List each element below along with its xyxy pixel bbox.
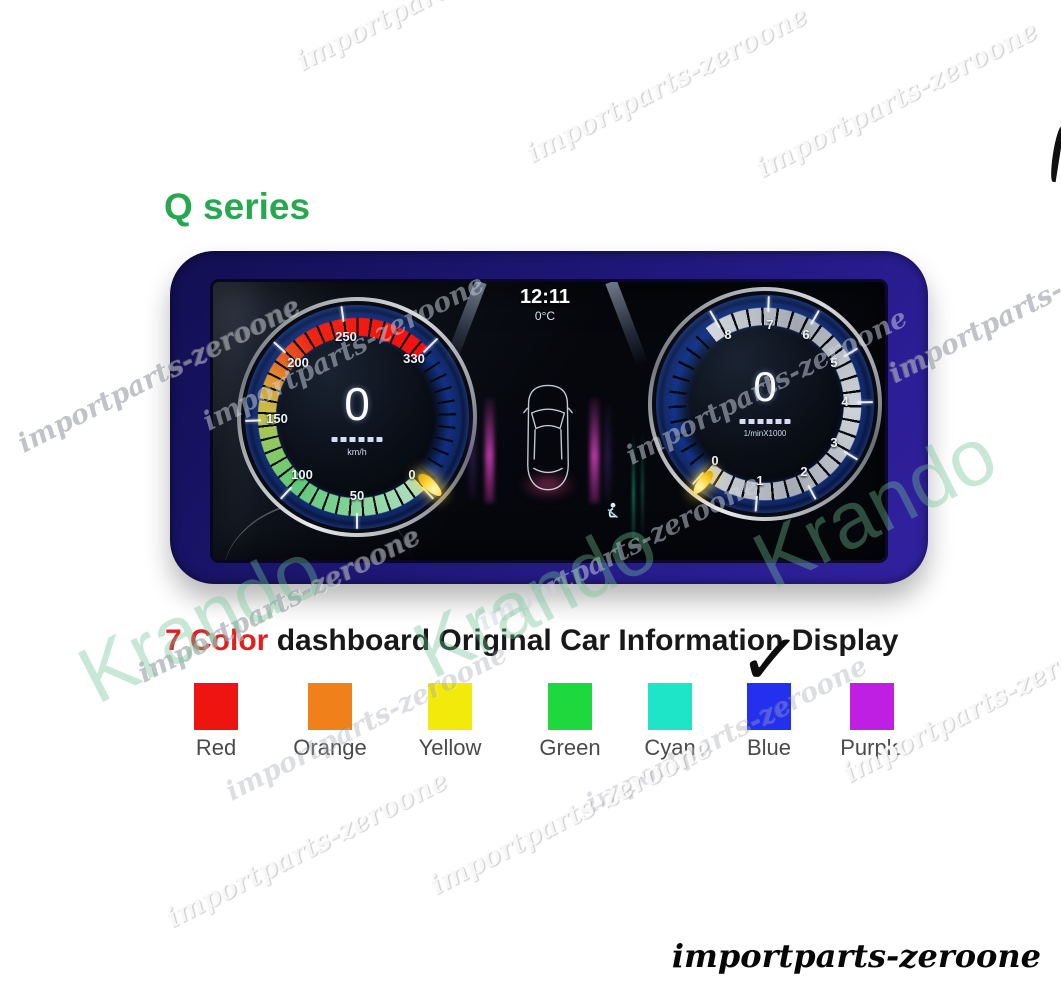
color-label: Green: [539, 735, 601, 760]
series-title: Q series: [164, 186, 311, 227]
car-rear-glow: [511, 468, 585, 502]
color-option-red: Red: [194, 683, 238, 760]
tach-tick-label: 2: [800, 464, 808, 479]
cluster-screen: 0 50 100 150 200 250 330 0 km/h 0 1 2 3 …: [213, 282, 885, 560]
tach-tick-label: 6: [802, 327, 810, 342]
green-glow-line: [641, 432, 644, 542]
watermark: importparts-zeroone: [580, 650, 873, 820]
temperature-display: 0°C: [534, 309, 556, 323]
color-swatch: [308, 683, 352, 730]
caption-rest: dashboard Original Car Information Displ…: [268, 624, 899, 657]
color-swatch: [548, 683, 592, 730]
color-swatch: [850, 683, 894, 730]
speedometer-gauge: 0 50 100 150 200 250 330 0 km/h: [237, 297, 477, 537]
tach-tick-label: 7: [766, 317, 774, 332]
caption-highlight: 7 Color: [165, 624, 269, 657]
speed-tick-label: 200: [287, 355, 309, 370]
tachometer-gauge: 0 1 2 3 4 5 6 7 8 0 1/minX1000: [648, 287, 882, 521]
color-option-orange: Orange: [293, 683, 367, 760]
color-option-yellow: Yellow: [419, 683, 481, 760]
color-swatch: [428, 683, 472, 730]
speed-value: 0: [344, 378, 370, 430]
speed-tick-label: 250: [335, 329, 357, 344]
speed-unit: km/h: [347, 447, 367, 457]
tach-tick-label: 0: [711, 453, 719, 468]
tach-tick-label: 1: [756, 473, 764, 488]
color-label: Blue: [746, 735, 792, 760]
tach-tick-label: 4: [841, 394, 849, 409]
clock-display: 12:11: [519, 286, 571, 308]
check-icon: ✓: [736, 614, 804, 706]
watermark: importparts-zeroone: [291, 0, 583, 77]
tach-tick-label: 3: [830, 435, 838, 450]
tach-arc-segments: [662, 301, 868, 507]
speed-tick-label: 330: [403, 351, 425, 366]
light-beam-left: [443, 282, 487, 367]
color-label: Orange: [293, 735, 367, 760]
color-swatch: [194, 683, 238, 730]
tach-odometer-dashes: [739, 419, 791, 424]
ambient-bar: [605, 404, 610, 499]
speed-tick-label: 150: [266, 411, 288, 426]
watermark: importparts-zeroone: [750, 15, 1043, 185]
head-unit-panel: 0 50 100 150 200 250 330 0 km/h 0 1 2 3 …: [170, 251, 928, 584]
color-label: Purple: [840, 735, 904, 760]
light-beam-right: [605, 282, 649, 367]
product-caption: 7 Color dashboard Original Car Informati…: [165, 624, 898, 658]
ambient-bar-magenta-right: [590, 398, 599, 503]
speed-tick-label: 100: [291, 467, 313, 482]
speed-odometer-dashes: [331, 437, 383, 442]
color-option-purple: Purple: [840, 683, 904, 760]
seatbelt-warning-icon: [607, 502, 619, 519]
watermark: importparts-zeroone: [160, 765, 453, 935]
ambient-bar: [470, 404, 475, 499]
tach-value: 0: [753, 363, 777, 410]
speed-tick-label: 0: [408, 467, 416, 482]
tach-unit: 1/minX1000: [743, 429, 787, 438]
tach-tick-label: 8: [724, 327, 732, 342]
color-label: Red: [195, 735, 237, 760]
color-option-cyan: Cyan: [644, 683, 696, 760]
ambient-bar-magenta-left: [485, 398, 494, 503]
car-topview-icon: [522, 384, 574, 491]
seller-logo: importparts-zeroone: [671, 937, 1041, 975]
watermark: importparts-zeroone: [520, 0, 813, 170]
color-option-green: Green: [539, 683, 601, 760]
color-option-blue-selected: ✓ Blue: [736, 615, 804, 760]
color-swatch: [648, 683, 692, 730]
edge-artifact: [1048, 125, 1061, 183]
speed-tick-label: 50: [349, 488, 365, 503]
color-label: Cyan: [644, 735, 696, 760]
tach-tick-label: 5: [830, 355, 838, 370]
color-swatch: [747, 683, 791, 730]
color-label: Yellow: [418, 735, 482, 760]
green-glow-line: [632, 432, 635, 557]
